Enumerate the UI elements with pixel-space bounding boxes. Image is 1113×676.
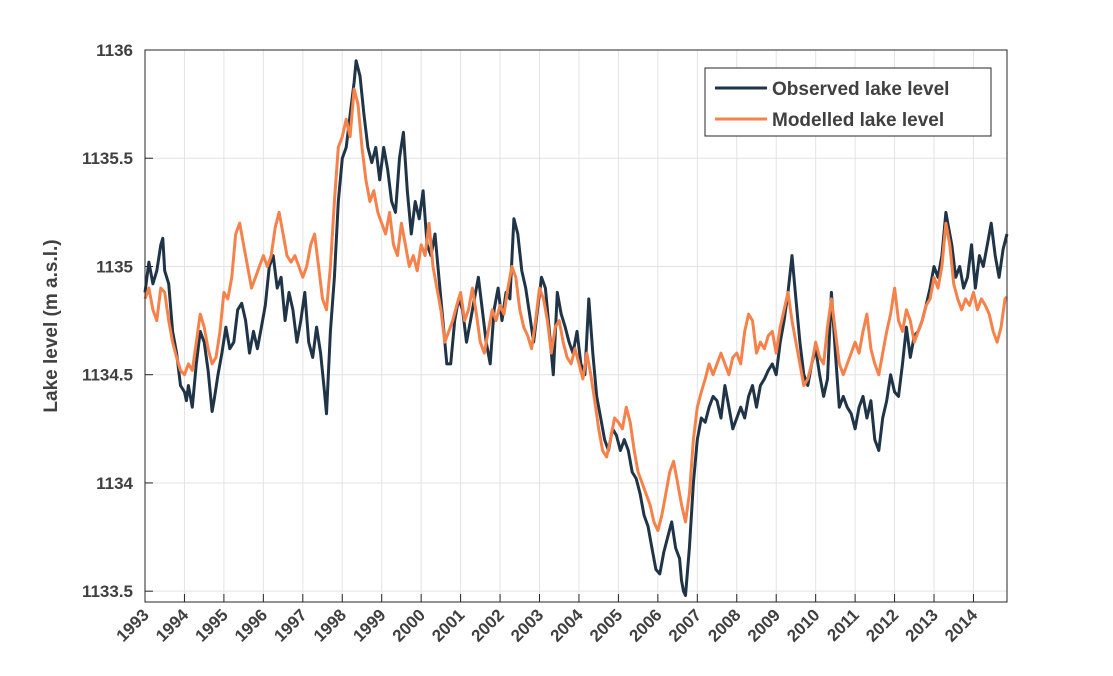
y-tick-label-1: 1134 bbox=[96, 474, 133, 493]
modelled-lake-level-line bbox=[143, 87, 1009, 533]
legend-box bbox=[704, 67, 992, 137]
y-tick-label-2: 1134.5 bbox=[82, 366, 133, 385]
y-tick-labels: 1133.5 1134 1134.5 1135 1135.5 1136 bbox=[82, 41, 134, 601]
series-layer bbox=[143, 59, 1009, 597]
legend-label-modelled: Modelled lake level bbox=[772, 110, 944, 131]
plot-frame bbox=[144, 49, 1008, 603]
y-tick-label-0: 1133.5 bbox=[82, 582, 133, 601]
legend: Observed lake level Modelled lake level bbox=[704, 67, 992, 137]
y-tick-label-3: 1135 bbox=[96, 257, 133, 276]
y-tick-label-4: 1135.5 bbox=[82, 149, 133, 168]
legend-label-observed: Observed lake level bbox=[772, 79, 949, 100]
y-tick-label-5: 1136 bbox=[96, 41, 133, 60]
y-axis-label: Lake level (m a.s.l.) bbox=[41, 239, 62, 412]
